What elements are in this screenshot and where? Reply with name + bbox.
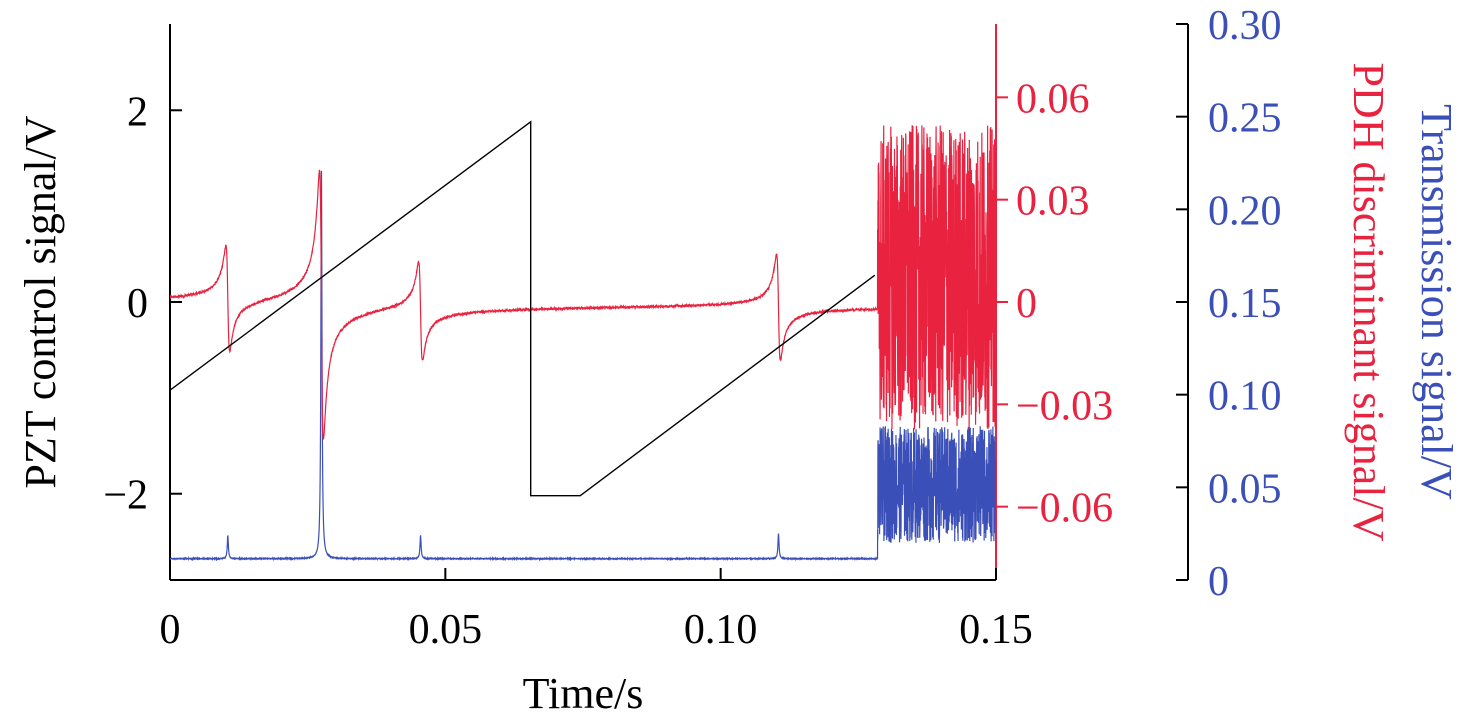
trans-tick-label: 0.15: [1208, 281, 1282, 327]
series-pzt-line: [170, 120, 876, 497]
trans-tick-label: 0.30: [1208, 3, 1282, 49]
pdh-axis-title: PDH discriminant signal/V: [1344, 62, 1393, 541]
x-tick-label: 0.05: [409, 607, 483, 653]
left-axis-title: PZT control signal/V: [16, 115, 65, 488]
ticks: 0 0.05 0.10 0.15 2 0 −2 0.06 0.03 0 −0.03 −0.06 0.30…: [103, 3, 1281, 653]
pdh-tick-label: −0.03: [1016, 383, 1113, 429]
pdh-tick-label: 0: [1016, 281, 1037, 327]
trans-tick-label: 0.05: [1208, 466, 1282, 512]
trans-axis-title: Transmission signal/V: [1412, 104, 1461, 500]
trans-tick-label: 0.20: [1208, 188, 1282, 234]
left-tick-label: 0: [127, 281, 148, 327]
series-transmission-line: [170, 170, 996, 562]
pdh-tick-label: 0.03: [1016, 179, 1090, 225]
pdh-tick-label: 0.06: [1016, 76, 1090, 122]
left-tick-label: −2: [103, 473, 148, 519]
x-tick-label: 0.10: [684, 607, 758, 653]
x-axis-title: Time/s: [523, 669, 644, 718]
trans-tick-label: 0: [1208, 559, 1229, 605]
left-tick-label: 2: [127, 89, 148, 135]
trans-tick-label: 0.10: [1208, 374, 1282, 420]
series-pdh-line: [170, 125, 996, 440]
x-tick-label: 0.15: [959, 607, 1033, 653]
x-tick-label: 0: [160, 607, 181, 653]
pdh-tick-label: −0.06: [1016, 486, 1113, 532]
trans-tick-label: 0.25: [1208, 96, 1282, 142]
